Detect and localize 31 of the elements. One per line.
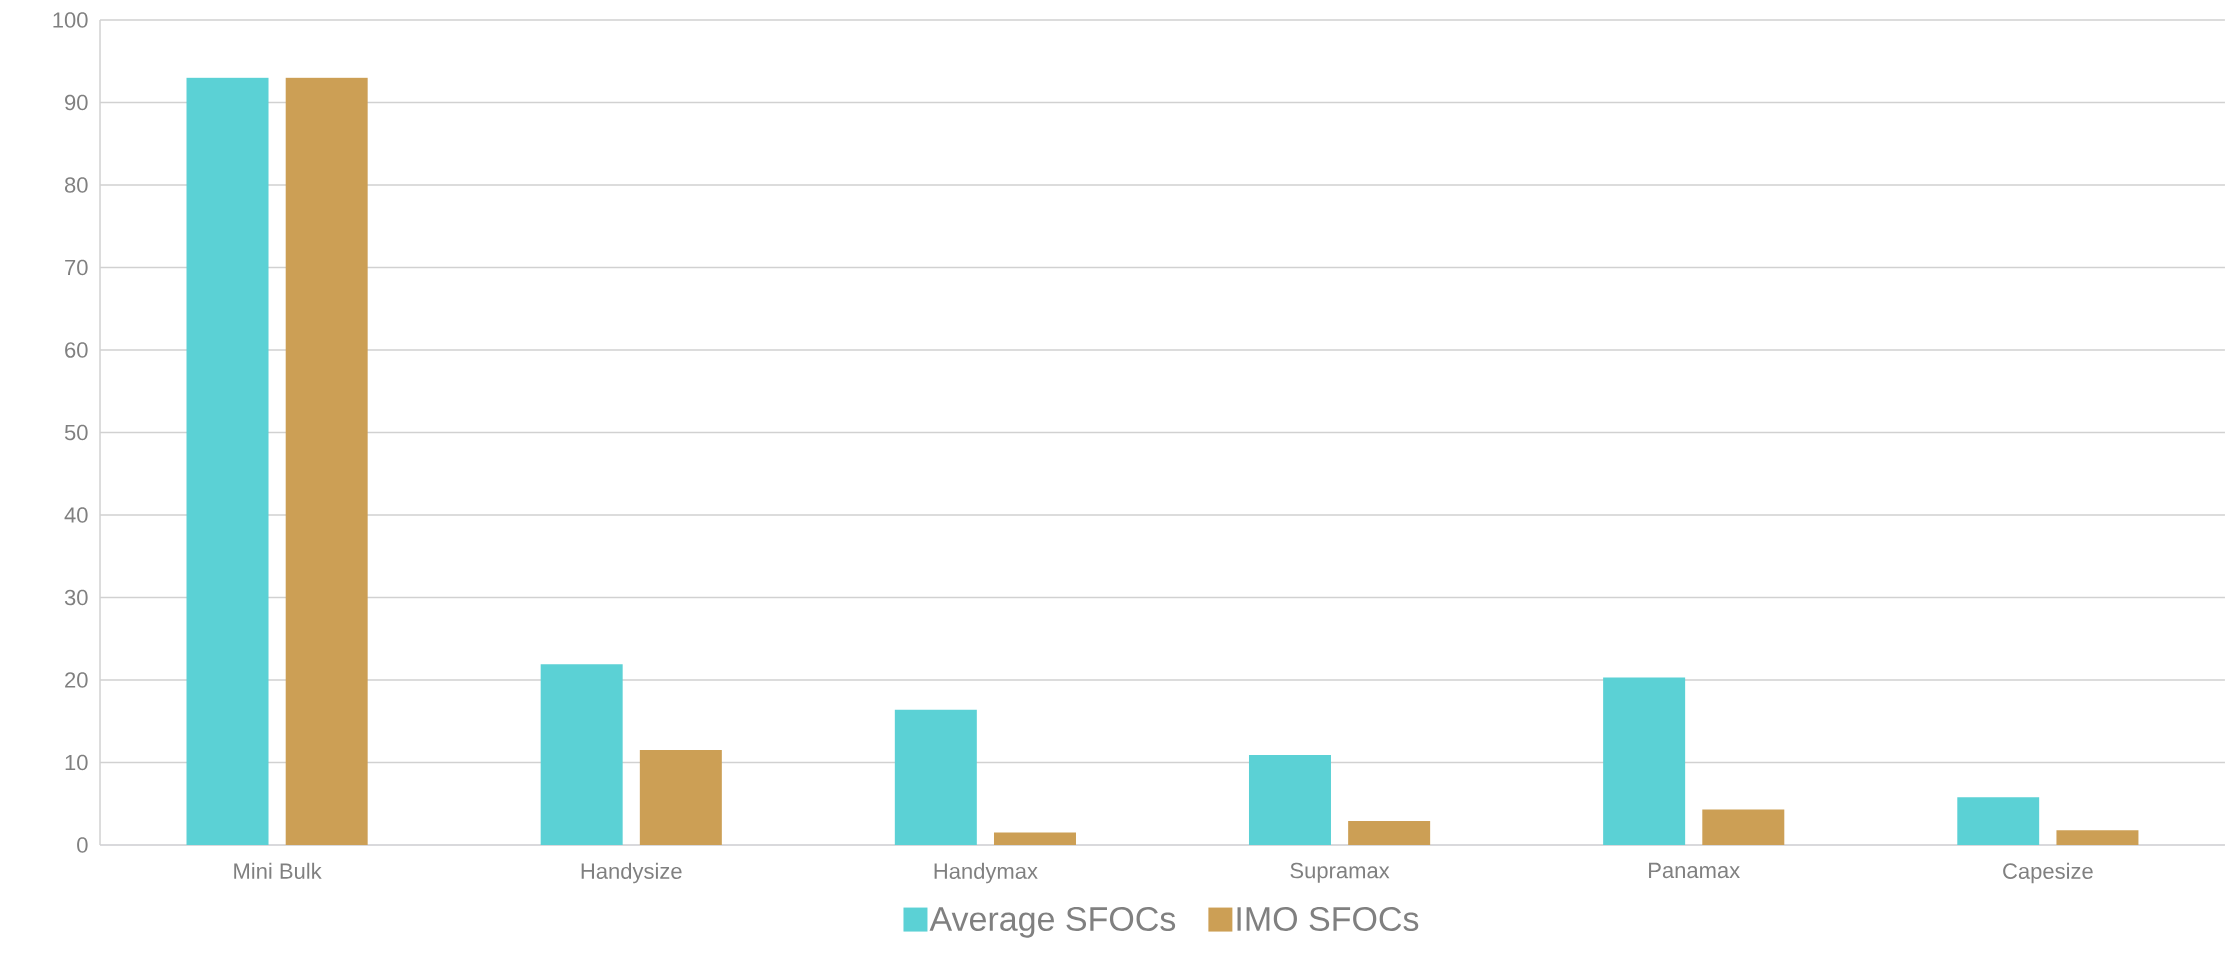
x-tick-label: Handymax xyxy=(934,862,1038,884)
y-tick-label: 70 xyxy=(65,259,88,276)
x-tick-label: Panamax xyxy=(1649,862,1740,879)
legend-label: Average SFOCs xyxy=(929,906,1176,938)
bar xyxy=(894,709,977,845)
y-tick-label: 100 xyxy=(53,12,88,28)
bar xyxy=(1702,809,1785,845)
y-tick-label: 40 xyxy=(64,507,88,523)
y-tick-label: 0 xyxy=(77,837,88,853)
x-tick-label: Handysize xyxy=(581,862,682,884)
bar xyxy=(1603,677,1686,845)
bar xyxy=(285,77,368,845)
y-tick-label: 30 xyxy=(64,589,88,606)
bar xyxy=(1248,755,1331,845)
y-tick-label: 10 xyxy=(65,754,88,771)
bar xyxy=(540,664,623,845)
bar xyxy=(639,750,722,845)
bar xyxy=(2056,830,2139,845)
x-tick-label: Supramax xyxy=(1290,862,1390,883)
bar xyxy=(993,832,1076,845)
y-tick-label: 50 xyxy=(64,424,88,441)
y-tick-label: 20 xyxy=(65,672,88,688)
bar xyxy=(1957,797,2040,845)
y-tick-label: 80 xyxy=(64,177,88,193)
x-tick-label: Mini Bulk xyxy=(234,862,322,879)
y-tick-label: 90 xyxy=(65,94,88,111)
bar xyxy=(186,77,269,845)
legend-label: IMO SFOCs xyxy=(1237,906,1419,932)
x-tick-label: Capesize xyxy=(2003,862,2093,884)
y-tick-label: 60 xyxy=(65,342,88,358)
bar xyxy=(1348,821,1431,845)
